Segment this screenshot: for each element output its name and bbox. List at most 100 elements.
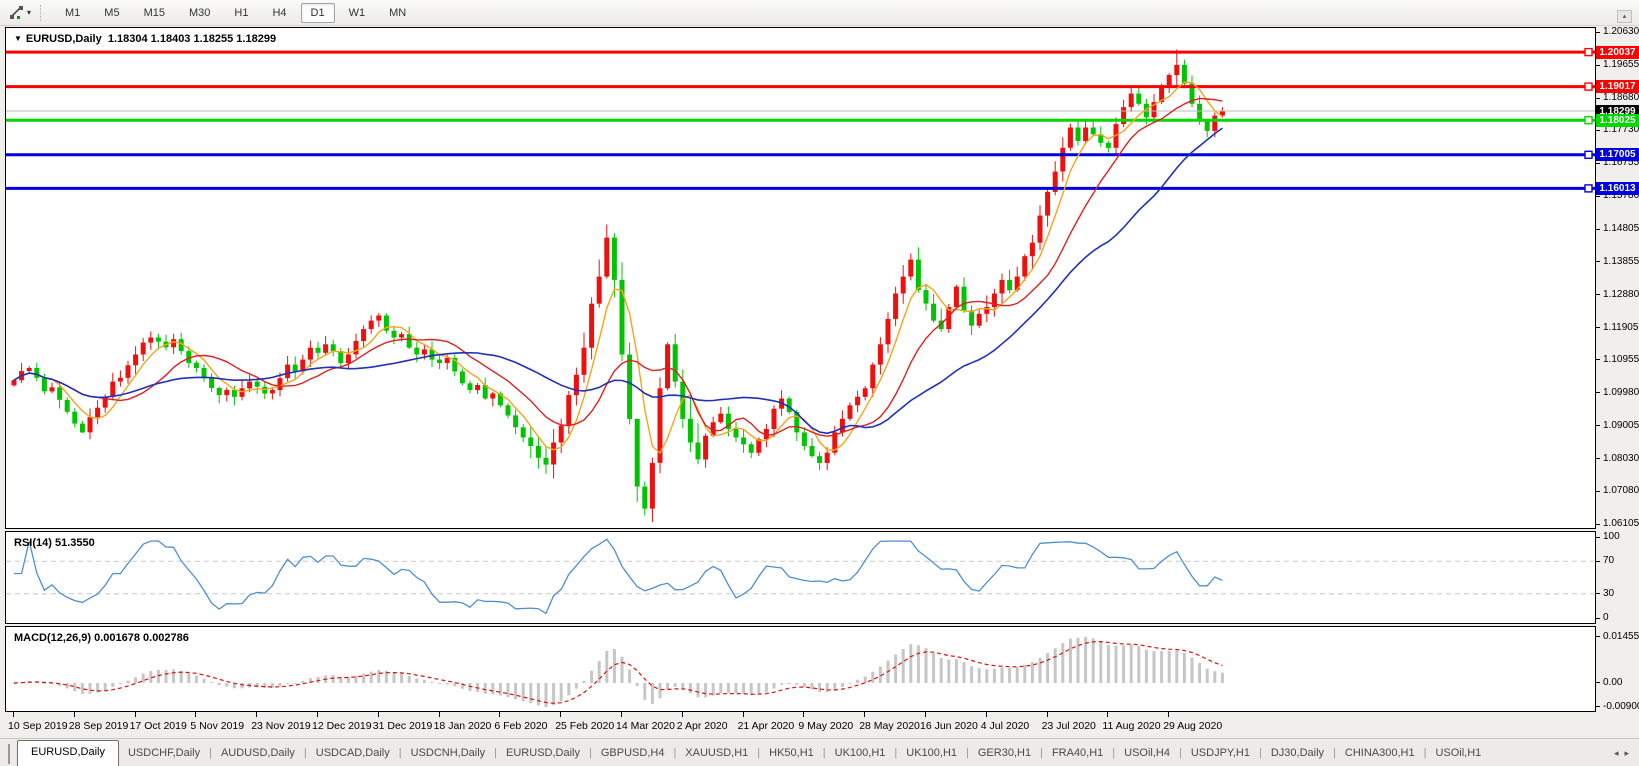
date-tick	[560, 712, 562, 717]
date-tick	[73, 712, 75, 717]
tab-separator: |	[894, 747, 898, 759]
timeframe-button-M15[interactable]: M15	[143, 6, 165, 19]
chart-tab-USDJPY-H1[interactable]: USDJPY,H1	[1190, 747, 1250, 759]
timeframe-button-M5[interactable]: M5	[104, 6, 120, 19]
support-line-badge[interactable]: 1.16013	[1596, 181, 1639, 195]
timeframe-button-H4[interactable]: H4	[272, 6, 287, 19]
macd-signal-line	[13, 640, 1223, 704]
timeframe-button-M30[interactable]: M30	[188, 6, 211, 19]
tab-separator: |	[303, 747, 307, 759]
chart-tab-EURUSD-Daily[interactable]: EURUSD,Daily	[17, 740, 119, 766]
rsi-tick-label: 100	[1603, 531, 1620, 542]
tab-separator: |	[1333, 747, 1336, 759]
chart-ohlc-values: 1.18304 1.18403 1.18255 1.18299	[107, 33, 277, 45]
price-chart-pane[interactable]: ▼ EURUSD,Daily 1.18304 1.18403 1.18255 1.…	[5, 27, 1596, 529]
rsi-plot[interactable]	[6, 532, 1595, 623]
timeframe-button-H1[interactable]: H1	[234, 6, 249, 19]
price-tick	[1596, 523, 1600, 525]
tab-scroll-right-icon[interactable]: ▸	[1624, 748, 1629, 758]
chart-tab-UK100-H1[interactable]: UK100,H1	[906, 747, 958, 759]
price-tick-label: 1.06105	[1603, 518, 1639, 529]
price-axis[interactable]: 1.20630 1.19655 1.18680 1.17730 1.16755 1.157…	[1596, 26, 1639, 529]
slow-ma	[13, 127, 1223, 435]
price-tick-label: 1.09005	[1603, 419, 1639, 431]
price-tick	[1596, 490, 1600, 492]
date-label: 5 Nov 2019	[190, 720, 245, 732]
date-label: 2 Apr 2020	[676, 720, 728, 732]
support-line-badge[interactable]: 1.17005	[1596, 148, 1639, 162]
chart-tab-USDCHF-Daily[interactable]: USDCHF,Daily	[127, 747, 201, 759]
price-tick-label: 1.20630	[1603, 26, 1639, 37]
date-label: 21 Apr 2020	[737, 720, 795, 732]
resistance-line-badge[interactable]: 1.20037	[1596, 45, 1639, 59]
macd-histogram	[12, 637, 1224, 707]
rsi-tick	[1596, 560, 1600, 562]
price-tick	[1596, 195, 1600, 197]
date-label: 29 Aug 2020	[1163, 720, 1223, 732]
rsi-axis[interactable]: 100 70 30 0	[1596, 531, 1639, 624]
rsi-line	[14, 538, 1223, 615]
price-tick	[1596, 228, 1600, 230]
macd-tick	[1596, 706, 1600, 707]
tab-separator: |	[822, 747, 826, 759]
date-tick	[195, 712, 197, 717]
chart-tab-USOil-H1[interactable]: USOil,H1	[1435, 747, 1482, 759]
tool-dropdown-caret-icon[interactable]: ▾	[27, 8, 32, 17]
date-tick	[621, 712, 622, 717]
resistance-line-badge[interactable]: 1.19017	[1596, 80, 1639, 94]
date-tick	[134, 712, 136, 717]
macd-axis[interactable]: 0.014556 0.00 -0.009001	[1596, 626, 1639, 712]
macd-tick-label: 0.00	[1603, 677, 1623, 688]
tab-separator: |	[209, 747, 212, 759]
date-label: 23 Nov 2019	[251, 720, 311, 732]
support-line-badge[interactable]: 1.18025	[1596, 113, 1639, 127]
timeframe-button-D1[interactable]: D1	[300, 2, 335, 23]
chart-title-caret-icon[interactable]: ▼	[14, 34, 22, 43]
macd-plot[interactable]	[6, 627, 1595, 711]
chart-tab-GER30-H1[interactable]: GER30,H1	[977, 747, 1032, 759]
chart-tab-DJ30-Daily[interactable]: DJ30,Daily	[1270, 747, 1325, 759]
date-label: 18 Jan 2020	[433, 720, 492, 732]
macd-indicator-pane[interactable]: MACD(12,26,9) 0.001678 0.002786	[5, 626, 1596, 712]
chart-tab-USDCNH-Daily[interactable]: USDCNH,Daily	[410, 747, 486, 759]
date-label: 25 Feb 2020	[555, 720, 615, 732]
tab-separator: |	[757, 747, 761, 759]
chart-tab-HK50-H1[interactable]: HK50,H1	[769, 747, 814, 759]
price-tick-label: 1.07080	[1603, 485, 1639, 496]
macd-label: MACD(12,26,9) 0.001678 0.002786	[14, 632, 189, 644]
chart-tab-CHINA300-H1[interactable]: CHINA300,H1	[1344, 747, 1415, 759]
chart-tab-USDCAD-Daily[interactable]: USDCAD,Daily	[315, 747, 390, 759]
chart-tab-USOil-H4[interactable]: USOil,H4	[1124, 747, 1170, 759]
date-tick	[317, 712, 318, 717]
price-tick-label: 1.16755	[1603, 157, 1639, 169]
date-label: 9 May 2020	[798, 720, 854, 732]
tab-scroll-left-icon[interactable]: ◂	[1613, 748, 1619, 758]
tab-separator: |	[673, 747, 677, 759]
rsi-label: RSI(14) 51.3550	[14, 537, 95, 549]
timeframe-button-MN[interactable]: MN	[389, 6, 407, 19]
time-axis[interactable]: 10 Sep 2019 28 Sep 2019 17 Oct 2019 5 Nov 2…	[5, 712, 1596, 738]
fast-ma	[13, 81, 1223, 455]
scroll-up-button[interactable]: ▴	[1617, 10, 1632, 23]
price-tick	[1596, 294, 1600, 295]
date-tick	[1107, 712, 1109, 717]
date-tick	[1168, 712, 1170, 717]
rsi-indicator-pane[interactable]: RSI(14) 51.3550	[5, 531, 1596, 624]
date-tick	[742, 712, 744, 717]
candlestick-plot[interactable]	[6, 28, 1595, 528]
rsi-tick-label: 70	[1603, 555, 1615, 567]
trendline-tool-icon[interactable]	[6, 4, 26, 22]
chart-tab-EURUSD-Daily[interactable]: EURUSD,Daily	[506, 747, 580, 759]
timeframe-button-M1[interactable]: M1	[65, 6, 81, 19]
chart-tab-GBPUSD-H4[interactable]: GBPUSD,H4	[600, 747, 665, 759]
chart-tab-FRA40-H1[interactable]: FRA40,H1	[1051, 747, 1104, 759]
price-tick-label: 1.10955	[1603, 353, 1639, 365]
chart-tab-UK100-H1[interactable]: UK100,H1	[834, 747, 886, 759]
price-tick-label: 1.19655	[1603, 59, 1639, 70]
tab-separator: |	[589, 747, 592, 759]
timeframe-button-W1[interactable]: W1	[348, 6, 366, 19]
price-tick	[1596, 392, 1600, 394]
date-tick	[803, 712, 805, 717]
chart-tab-XAUUSD-H1[interactable]: XAUUSD,H1	[685, 747, 749, 759]
chart-tab-AUDUSD-Daily[interactable]: AUDUSD,Daily	[220, 747, 295, 759]
